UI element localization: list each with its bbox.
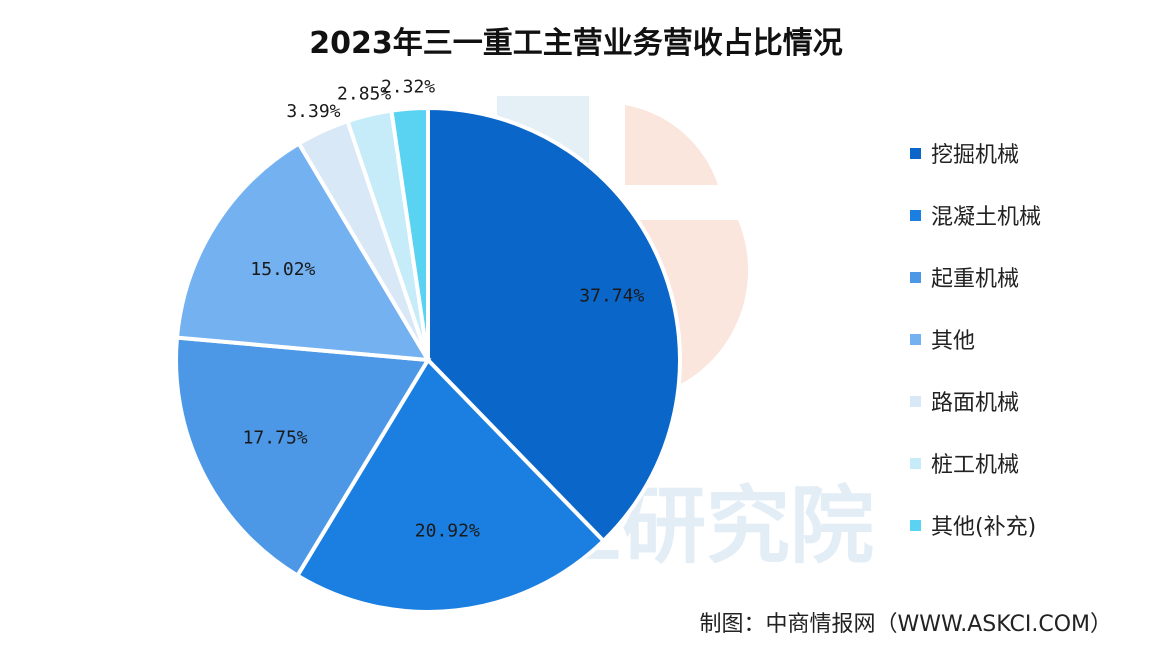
chart-title: 2023年三一重工主营业务营收占比情况 (309, 26, 843, 61)
legend-item-2: 混凝土机械 (910, 184, 1140, 246)
legend-swatch (910, 333, 921, 345)
legend-item-4: 其他 (910, 308, 1140, 370)
legend-item-5: 路面机械 (910, 370, 1140, 432)
pie-slice-3 (174, 335, 432, 579)
pie-labels: 37.74% 20.92% 17.75% 15.02% 3.39%2.85%2.32% (243, 77, 645, 542)
legend-swatch (910, 147, 921, 159)
legend-swatch (910, 209, 921, 221)
pie-label-5: 3.39% (286, 101, 340, 122)
legend-swatch (910, 271, 921, 283)
legend: 挖掘机械混凝土机械起重机械其他路面机械桩工机械其他(补充) (910, 122, 1140, 556)
pie-label-4: 15.02% (250, 259, 315, 280)
pie-label-6: 2.85% (337, 84, 391, 105)
legend-label: 挖掘机械 (931, 143, 1020, 168)
pie-slice-4 (174, 140, 432, 363)
pie-label-2: 20.92% (415, 520, 480, 541)
legend-label: 其他 (931, 329, 976, 354)
legend-item-1: 挖掘机械 (910, 122, 1140, 184)
legend-item-7: 其他(补充) (910, 494, 1140, 556)
legend-item-3: 起重机械 (910, 246, 1140, 308)
legend-label: 桩工机械 (931, 453, 1020, 478)
pie-label-3: 17.75% (243, 427, 308, 448)
legend-label: 起重机械 (931, 267, 1020, 292)
legend-label: 其他(补充) (931, 515, 1037, 540)
pie-label-7: 2.32% (381, 77, 435, 98)
pie-slices (174, 105, 682, 614)
pie-slice-2 (294, 356, 607, 614)
pie-slice-7 (389, 105, 430, 361)
legend-swatch (910, 519, 921, 531)
legend-label: 路面机械 (931, 391, 1020, 416)
pie-label-1: 37.74% (579, 286, 644, 307)
legend-item-6: 桩工机械 (910, 432, 1140, 494)
legend-swatch (910, 395, 921, 407)
source-credit: 制图：中商情报网（WWW.ASKCI.COM） (699, 612, 1112, 637)
pie-slice-1 (426, 105, 682, 544)
legend-label: 混凝土机械 (931, 205, 1042, 230)
legend-swatch (910, 457, 921, 469)
